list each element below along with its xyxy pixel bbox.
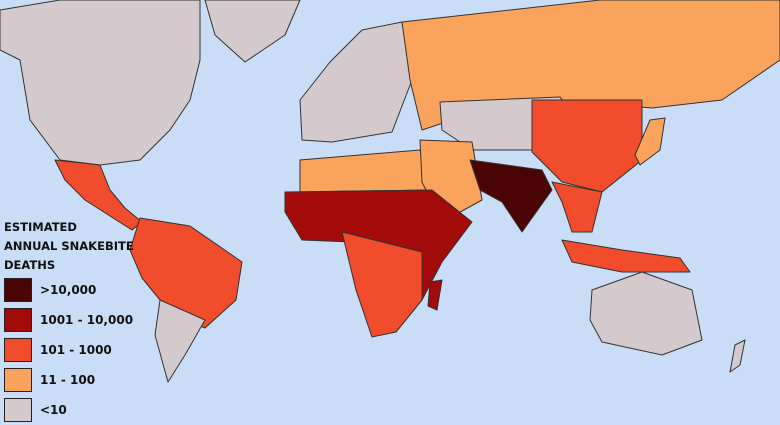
region-greenland	[204, 0, 301, 63]
region-south-asia	[469, 159, 553, 233]
legend-swatch	[4, 338, 32, 362]
legend-item: <10	[4, 395, 144, 425]
legend-swatch	[4, 398, 32, 422]
legend-label: 11 - 100	[40, 373, 96, 387]
region-japan	[634, 117, 666, 166]
region-central-southern-africa	[341, 231, 423, 338]
legend: ESTIMATED ANNUAL SNAKEBITE DEATHS >10,00…	[4, 218, 144, 425]
region-russia	[401, 0, 780, 131]
region-australia	[589, 271, 703, 356]
legend-swatch	[4, 368, 32, 392]
legend-label: <10	[40, 403, 67, 417]
legend-item: 101 - 1000	[4, 335, 144, 365]
region-china	[531, 99, 643, 193]
region-madagascar	[427, 279, 443, 311]
legend-title-line: DEATHS	[4, 258, 56, 272]
legend-item: 11 - 100	[4, 365, 144, 395]
legend-item: 1001 - 10,000	[4, 305, 144, 335]
legend-label: 101 - 1000	[40, 343, 112, 357]
region-southeast-asia	[551, 181, 603, 233]
region-north-africa	[299, 149, 433, 193]
legend-swatch	[4, 278, 32, 302]
legend-title-line: ANNUAL SNAKEBITE	[4, 239, 134, 253]
legend-label: >10,000	[40, 283, 97, 297]
legend-label: 1001 - 10,000	[40, 313, 134, 327]
legend-item: >10,000	[4, 275, 144, 305]
region-southern-cone	[154, 299, 206, 383]
region-north-america	[0, 0, 201, 166]
legend-title: ESTIMATED ANNUAL SNAKEBITE DEATHS	[4, 218, 144, 275]
region-europe	[299, 21, 413, 143]
legend-title-line: ESTIMATED	[4, 220, 77, 234]
region-indonesia	[561, 239, 691, 273]
region-new-zealand	[729, 339, 746, 373]
legend-swatch	[4, 308, 32, 332]
